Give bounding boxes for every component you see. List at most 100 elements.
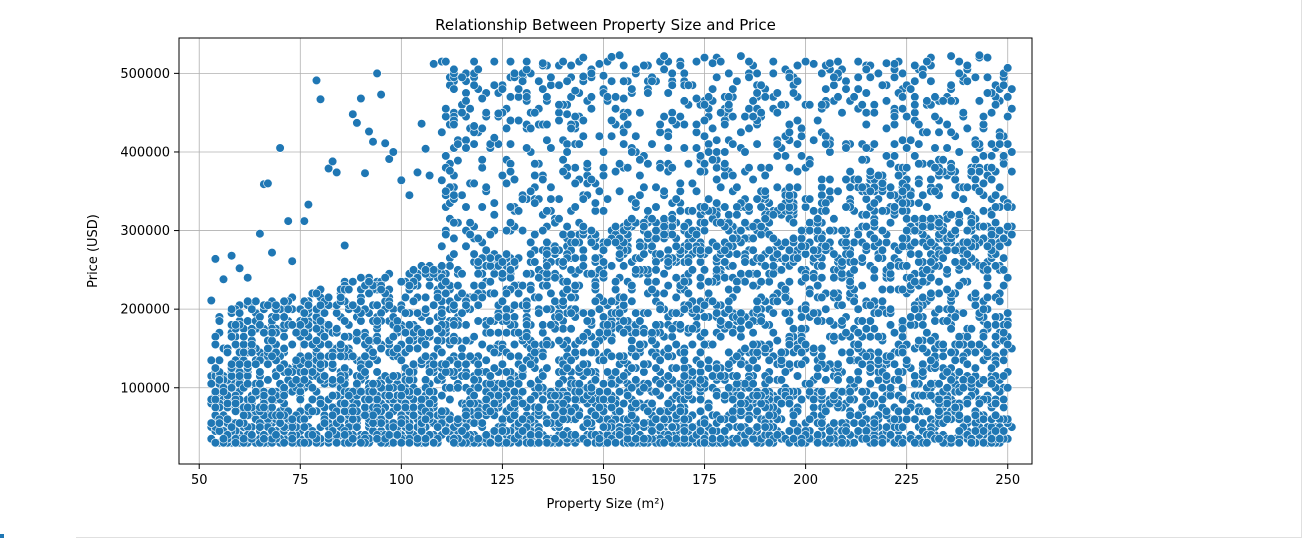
scatter-point	[546, 288, 556, 299]
scatter-point	[497, 296, 508, 306]
scatter-point	[970, 347, 981, 358]
scatter-point	[509, 312, 520, 322]
scatter-point	[412, 434, 423, 444]
scatter-point	[546, 320, 556, 330]
scatter-point	[813, 438, 823, 448]
scatter-point	[485, 277, 495, 287]
scatter-point	[522, 64, 532, 74]
scatter-point	[792, 253, 803, 263]
scatter-point	[990, 312, 1001, 322]
scatter-point	[578, 194, 588, 204]
scatter-point	[554, 108, 564, 118]
scatter-point	[788, 324, 799, 334]
scatter-point	[687, 367, 698, 377]
scatter-point	[784, 245, 795, 255]
scatter-point	[647, 328, 657, 338]
scatter-point	[845, 410, 855, 420]
scatter-point	[897, 422, 908, 432]
scatter-point	[417, 328, 427, 338]
scatter-point	[671, 241, 681, 251]
scatter-point	[885, 430, 896, 440]
scatter-point	[384, 383, 394, 393]
scatter-point	[982, 347, 993, 358]
scatter-point	[861, 324, 871, 334]
scatter-point	[699, 438, 710, 448]
scatter-point	[869, 438, 879, 448]
scatter-point	[461, 202, 471, 212]
scatter-point	[716, 371, 726, 381]
scatter-point	[926, 76, 936, 86]
scatter-point	[934, 304, 944, 314]
scatter-point	[930, 316, 940, 326]
scatter-point	[695, 151, 706, 161]
scatter-point	[877, 245, 888, 255]
scatter-point	[477, 339, 487, 350]
scatter-point	[885, 218, 896, 228]
scatter-point	[687, 178, 698, 188]
scatter-point	[497, 257, 508, 267]
scatter-point	[999, 80, 1009, 90]
scatter-point	[271, 371, 281, 381]
scatter-point	[853, 426, 863, 436]
scatter-point	[461, 241, 471, 251]
scatter-point	[813, 363, 823, 373]
scatter-point	[825, 186, 835, 196]
scatter-point	[299, 367, 309, 377]
scatter-point	[598, 312, 609, 322]
scatter-point	[530, 229, 540, 240]
scatter-point	[566, 355, 576, 365]
scatter-point	[441, 426, 451, 436]
scatter-point	[218, 387, 229, 397]
scatter-point	[728, 261, 738, 271]
scatter-point	[368, 418, 378, 428]
scatter-point	[469, 292, 479, 303]
scatter-point	[889, 414, 900, 424]
scatter-point	[752, 363, 762, 373]
scatter-point	[691, 143, 702, 153]
scatter-point	[897, 198, 908, 208]
scatter-point	[740, 277, 750, 287]
scatter-point	[934, 277, 944, 287]
scatter-point	[736, 359, 746, 369]
scatter-point	[279, 312, 289, 322]
scatter-point	[643, 308, 653, 318]
scatter-point	[287, 320, 297, 330]
scatter-point	[962, 76, 972, 86]
scatter-point	[255, 320, 265, 330]
scatter-point	[885, 284, 896, 295]
scatter-point	[522, 143, 532, 153]
scatter-point	[954, 281, 964, 291]
scatter-point	[319, 418, 330, 428]
scatter-point	[881, 123, 892, 133]
scatter-point	[263, 359, 273, 369]
scatter-point	[291, 355, 301, 365]
scatter-point	[441, 359, 451, 369]
scatter-point	[776, 375, 787, 385]
scatter-point	[691, 56, 702, 67]
scatter-point	[918, 418, 928, 428]
scatter-point	[332, 308, 342, 318]
scatter-point	[647, 426, 657, 436]
scatter-point	[586, 226, 597, 236]
scatter-point	[517, 363, 528, 373]
scatter-point	[740, 379, 750, 389]
scatter-point	[421, 434, 431, 444]
scatter-point	[999, 281, 1009, 291]
scatter-point	[954, 332, 964, 342]
scatter-point	[558, 229, 568, 240]
scatter-point	[889, 328, 900, 338]
scatter-point	[210, 402, 220, 413]
scatter-point	[469, 281, 479, 291]
scatter-point	[946, 304, 956, 314]
scatter-point	[639, 434, 649, 444]
scatter-point	[372, 336, 382, 346]
scatter-point	[817, 292, 827, 303]
scatter-point	[744, 426, 754, 436]
scatter-point	[206, 418, 216, 428]
scatter-point	[352, 336, 362, 346]
scatter-point	[659, 229, 669, 240]
scatter-point	[877, 226, 888, 236]
scatter-point	[493, 328, 504, 338]
scatter-point	[796, 347, 807, 358]
scatter-point	[687, 422, 698, 432]
